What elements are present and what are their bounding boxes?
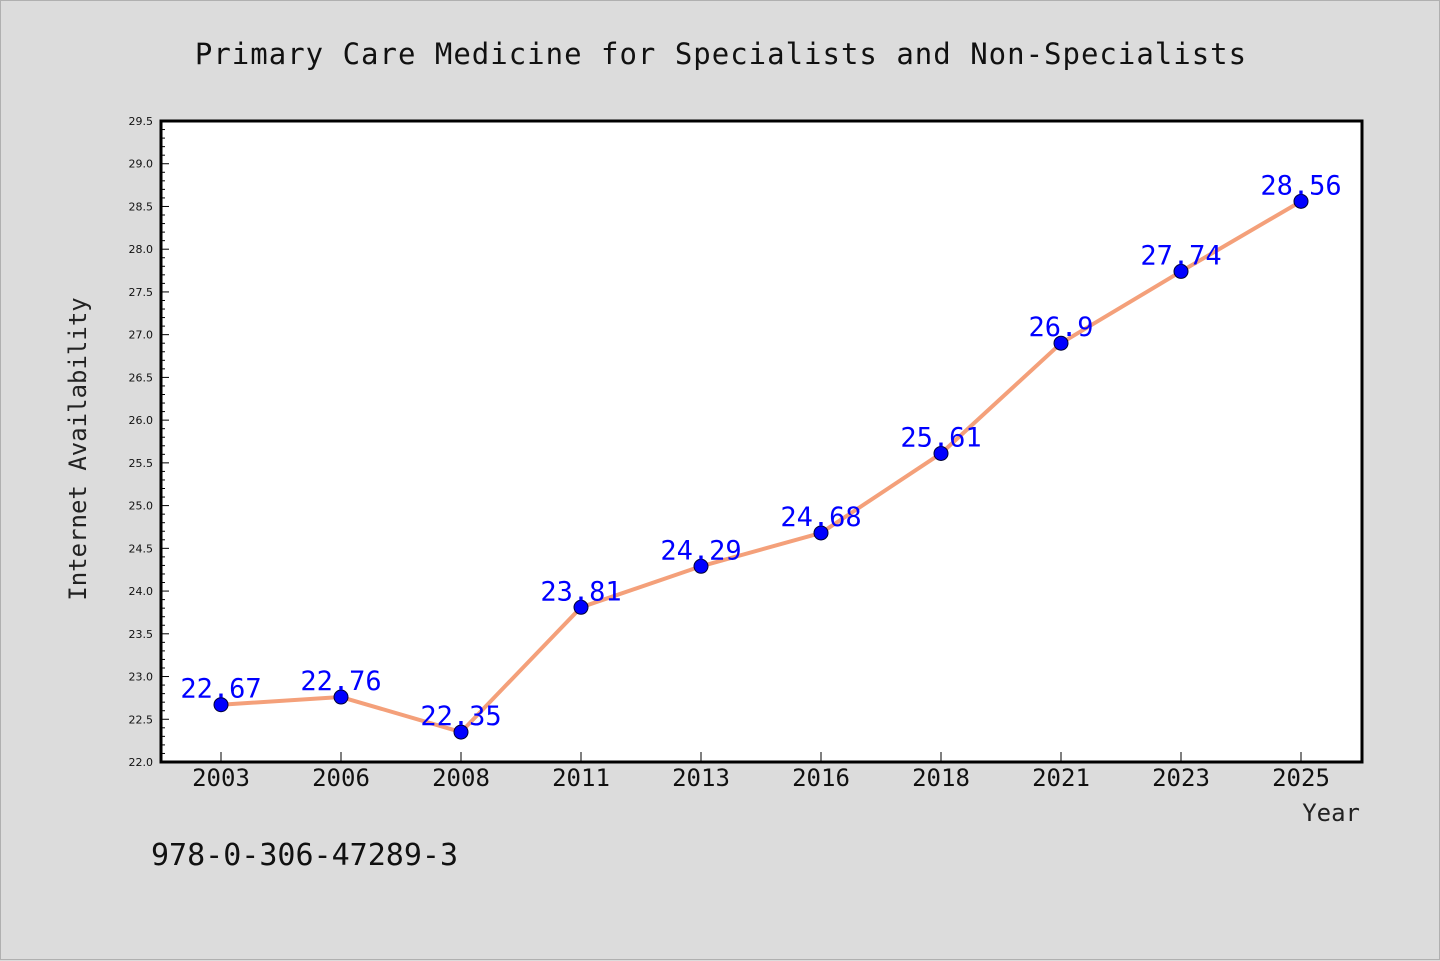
data-label: 28.56: [1260, 170, 1341, 201]
y-tick-label: 23.5: [129, 628, 154, 641]
data-point: [1053, 335, 1069, 351]
data-label: 24.29: [660, 535, 741, 566]
data-label: 22.35: [420, 701, 501, 732]
y-tick-label: 29.0: [129, 158, 154, 171]
x-tick-label: 2016: [792, 764, 850, 792]
x-tick-label: 2003: [192, 764, 250, 792]
y-tick-label: 25.5: [129, 457, 154, 470]
x-tick-label: 2008: [432, 764, 490, 792]
data-point: [333, 689, 349, 705]
data-point: [573, 599, 589, 615]
y-tick-label: 26.5: [129, 371, 154, 384]
data-point: [453, 724, 469, 740]
data-point: [1293, 193, 1309, 209]
x-axis-ticks: 2003 2006 2008 2011 2013 2016 2018 2021 2023 2025: [192, 752, 1330, 792]
y-tick-label: 29.5: [129, 115, 154, 128]
series-line: [220, 199, 1303, 735]
y-axis-ticks: 22.0 22.5 23.0 23.5 24.0 24.5 25.0 25.5 26.0 26.5…: [129, 115, 169, 769]
series-layer: 22.67 22.76 22.35 23.81 24.29 24.68 25.61 26.9 2…: [180, 170, 1342, 740]
data-point: [693, 558, 709, 574]
data-point: [1173, 263, 1189, 279]
x-tick-label: 2013: [672, 764, 730, 792]
y-axis-label: Internet Availability: [64, 297, 92, 600]
x-tick-label: 2025: [1272, 764, 1330, 792]
y-tick-label: 24.5: [129, 542, 154, 555]
chart-title: Primary Care Medicine for Specialists an…: [195, 37, 1247, 71]
plot-area: [159, 119, 1364, 764]
x-tick-label: 2018: [912, 764, 970, 792]
isbn-text: 978-0-306-47289-3: [151, 838, 458, 873]
y-tick-label: 26.0: [129, 414, 154, 427]
x-axis-label: Year: [1302, 799, 1360, 827]
data-label: 22.76: [300, 666, 381, 697]
data-point: [813, 525, 829, 541]
y-tick-label: 23.0: [129, 671, 154, 684]
y-tick-label: 25.0: [129, 500, 154, 513]
x-tick-label: 2006: [312, 764, 370, 792]
y-tick-label: 22.5: [129, 713, 154, 726]
y-tick-label: 22.0: [129, 756, 154, 769]
x-tick-label: 2021: [1032, 764, 1090, 792]
data-point: [933, 445, 949, 461]
data-point: [213, 697, 229, 713]
x-tick-label: 2011: [552, 764, 610, 792]
data-label: 22.67: [180, 674, 261, 705]
y-tick-label: 27.0: [129, 329, 154, 342]
y-tick-label: 28.5: [129, 200, 154, 213]
data-label: 27.74: [1140, 240, 1221, 271]
data-label: 23.81: [540, 576, 621, 607]
y-tick-label: 27.5: [129, 286, 154, 299]
data-label: 26.9: [1028, 312, 1093, 343]
data-label: 24.68: [780, 502, 861, 533]
y-tick-label: 28.0: [129, 243, 154, 256]
y-tick-label: 24.0: [129, 585, 154, 598]
x-tick-label: 2023: [1152, 764, 1210, 792]
data-label: 25.61: [900, 422, 981, 453]
